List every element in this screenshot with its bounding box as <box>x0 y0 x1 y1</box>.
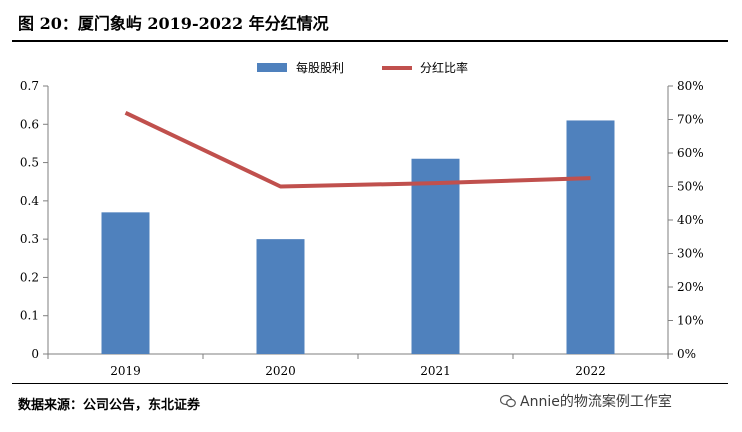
line-series-path <box>124 110 591 189</box>
y-right-tick-label: 10% <box>677 314 704 328</box>
y-right-tick-label: 70% <box>677 113 704 127</box>
y-left-tick-label: 0.1 <box>20 309 39 323</box>
y-right-tick-label: 80% <box>677 79 704 93</box>
bottom-rule <box>12 383 728 384</box>
y-left-tick-label: 0 <box>31 347 39 361</box>
bar <box>566 120 615 354</box>
x-tick-label: 2020 <box>265 364 296 378</box>
x-tick-label: 2019 <box>110 364 141 378</box>
bar <box>101 212 150 354</box>
tick-labels: 0 0.1 0.2 0.3 0.4 0.5 0.6 0.7 0% 10% 20% 30% 40% 50% 6… <box>20 79 704 378</box>
line-series <box>124 110 591 189</box>
y-right-tick-label: 0% <box>677 347 696 361</box>
y-left-tick-label: 0.3 <box>20 232 39 246</box>
y-left-tick-label: 0.4 <box>20 194 39 208</box>
bar <box>411 158 460 354</box>
y-right-tick-label: 50% <box>677 180 704 194</box>
bar-series <box>101 120 615 354</box>
y-left-tick-label: 0.7 <box>20 79 39 93</box>
source-note: 数据来源：公司公告，东北证券 <box>18 398 201 413</box>
y-right-tick-label: 30% <box>677 247 704 261</box>
chart-axes <box>43 85 673 359</box>
watermark-text: Annie的物流案例工作室 <box>520 394 672 410</box>
y-left-tick-label: 0.2 <box>20 270 39 284</box>
legend-swatch-bar <box>257 63 287 72</box>
legend: 每股股利 分红比率 <box>257 60 468 75</box>
watermark: Annie的物流案例工作室 <box>500 391 672 411</box>
x-tick-label: 2022 <box>575 364 606 378</box>
top-rule <box>12 40 728 42</box>
bar <box>256 239 305 354</box>
y-right-tick-label: 20% <box>677 280 704 294</box>
figure-title: 图 20：厦门象屿 2019-2022 年分红情况 <box>18 14 329 33</box>
y-right-tick-label: 60% <box>677 146 704 160</box>
y-left-tick-label: 0.5 <box>20 156 39 170</box>
y-right-tick-label: 40% <box>677 213 704 227</box>
x-tick-label: 2021 <box>420 364 451 378</box>
legend-label-line: 分红比率 <box>420 60 468 75</box>
wechat-icon <box>500 394 516 408</box>
legend-label-bar: 每股股利 <box>296 60 344 75</box>
y-left-tick-label: 0.6 <box>20 117 39 131</box>
